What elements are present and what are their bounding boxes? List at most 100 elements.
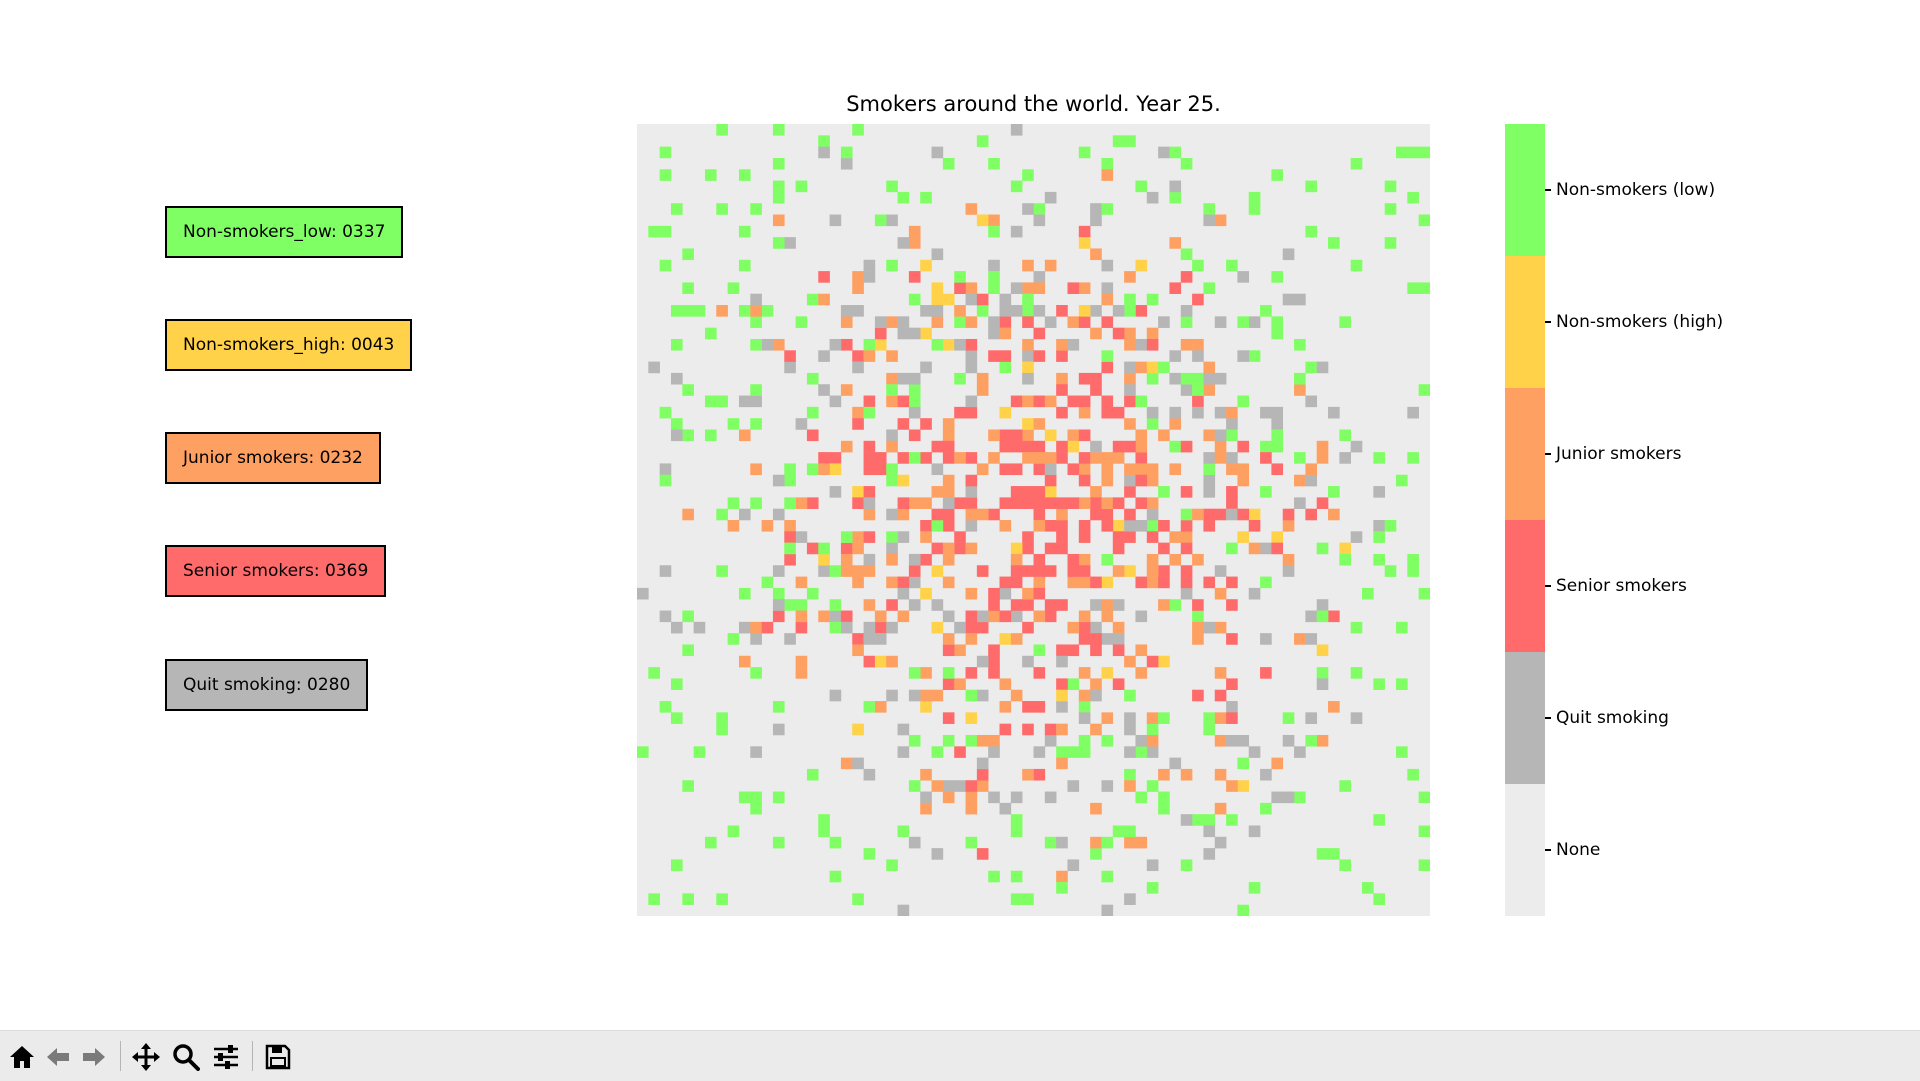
heatmap-cell	[897, 610, 910, 623]
heatmap-cell	[1078, 701, 1091, 713]
heatmap-cell	[1350, 157, 1363, 170]
heatmap-cell	[942, 712, 955, 724]
heatmap-cell	[988, 610, 1000, 623]
heatmap-cell	[761, 305, 774, 317]
heatmap-cell	[1350, 259, 1363, 272]
heatmap-cell	[1260, 452, 1272, 464]
heatmap-cell	[761, 576, 774, 589]
heatmap-cell	[1022, 440, 1034, 453]
heatmap-cell	[1237, 757, 1250, 770]
heatmap-cell	[829, 621, 842, 634]
heatmap-cell	[1135, 395, 1148, 408]
heatmap-cell	[682, 429, 694, 442]
heatmap-cell	[840, 610, 853, 623]
heatmap-cell	[1112, 135, 1125, 147]
heatmap-cell	[965, 452, 978, 464]
heatmap-cell	[1135, 259, 1148, 272]
heatmap-cell	[750, 621, 762, 634]
heatmap-cell	[738, 225, 751, 238]
heatmap-cell	[863, 452, 876, 464]
heatmap-cell	[1158, 655, 1170, 668]
heatmap-cell	[840, 384, 853, 396]
heatmap-cell	[1226, 429, 1238, 442]
home-icon[interactable]	[4, 1039, 40, 1075]
heatmap-cell	[1033, 350, 1046, 362]
heatmap-cell	[1180, 565, 1193, 577]
heatmap-cell	[999, 610, 1012, 623]
heatmap-cell	[659, 610, 672, 623]
heatmap-cell	[1407, 146, 1419, 159]
heatmap-cell	[750, 633, 762, 645]
heatmap-cell	[772, 157, 785, 170]
heatmap-cell	[1192, 384, 1204, 396]
heatmap-cell	[1090, 836, 1102, 849]
back-arrow-icon[interactable]	[40, 1039, 76, 1075]
heatmap-cell	[1056, 678, 1068, 691]
heatmap-cell	[863, 508, 876, 521]
heatmap-cell	[920, 768, 932, 781]
heatmap-cell	[1214, 689, 1227, 702]
heatmap-cell	[1180, 508, 1193, 521]
heatmap-cell	[1260, 542, 1272, 555]
heatmap-cell	[1056, 372, 1068, 385]
heatmap-cell	[716, 305, 728, 317]
heatmap-cell	[1192, 395, 1204, 408]
heatmap-cell	[795, 667, 808, 679]
colorbar-segment	[1505, 652, 1545, 784]
heatmap-cell	[1373, 531, 1385, 543]
heatmap-cell	[1271, 542, 1284, 555]
heatmap-cell	[988, 225, 1000, 238]
heatmap-cell	[1350, 440, 1363, 453]
heatmap-cell	[942, 418, 955, 430]
heatmap-cell	[1033, 282, 1046, 295]
heatmap-cell	[999, 497, 1012, 509]
heatmap-cell	[1169, 282, 1182, 295]
heatmap-grid[interactable]	[637, 124, 1430, 916]
heatmap-cell	[874, 610, 887, 623]
heatmap-cell	[738, 655, 751, 668]
heatmap-cell	[772, 338, 785, 351]
forward-arrow-icon[interactable]	[76, 1039, 112, 1075]
heatmap-cell	[1146, 293, 1159, 306]
heatmap-cell	[1316, 361, 1329, 374]
heatmap-cell	[1146, 520, 1159, 532]
heatmap-cell	[1158, 802, 1170, 815]
heatmap-cell	[806, 372, 819, 385]
legend-senior-smokers: Senior smokers: 0369	[165, 545, 387, 597]
heatmap-cell	[1237, 531, 1250, 543]
heatmap-cell	[1203, 712, 1216, 724]
heatmap-cell	[1010, 282, 1023, 295]
heatmap-cell	[1101, 734, 1114, 747]
heatmap-cell	[1135, 305, 1148, 317]
heatmap-cell	[818, 610, 830, 623]
heatmap-cell	[897, 587, 910, 600]
heatmap-cell	[1124, 135, 1136, 147]
heatmap-cell	[1101, 452, 1114, 464]
save-icon[interactable]	[260, 1039, 296, 1075]
heatmap-cell	[1373, 486, 1385, 498]
heatmap-cell	[670, 678, 683, 691]
heatmap-cell	[1078, 282, 1091, 295]
zoom-icon[interactable]	[168, 1039, 204, 1075]
heatmap-cell	[1248, 542, 1261, 555]
heatmap-cell	[1384, 565, 1397, 577]
colorbar-label: Junior smokers	[1556, 444, 1682, 464]
heatmap-cell	[829, 395, 842, 408]
pan-icon[interactable]	[128, 1039, 164, 1075]
heatmap-cell	[965, 316, 978, 328]
heatmap-cell	[806, 429, 819, 442]
heatmap-cell	[1282, 508, 1295, 521]
heatmap-cell	[1214, 372, 1227, 385]
heatmap-cell	[1067, 395, 1080, 408]
heatmap-cell	[1078, 734, 1091, 747]
heatmap-cell	[1192, 508, 1204, 521]
heatmap-cell	[1033, 305, 1046, 317]
heatmap-cell	[1418, 859, 1430, 872]
heatmap-cell	[1169, 237, 1182, 249]
heatmap-cell	[908, 667, 921, 679]
heatmap-cell	[1101, 508, 1114, 521]
heatmap-cell	[1135, 429, 1148, 442]
heatmap-cell	[1146, 191, 1159, 204]
heatmap-cell	[659, 406, 672, 419]
configure-subplots-icon[interactable]	[208, 1039, 244, 1075]
